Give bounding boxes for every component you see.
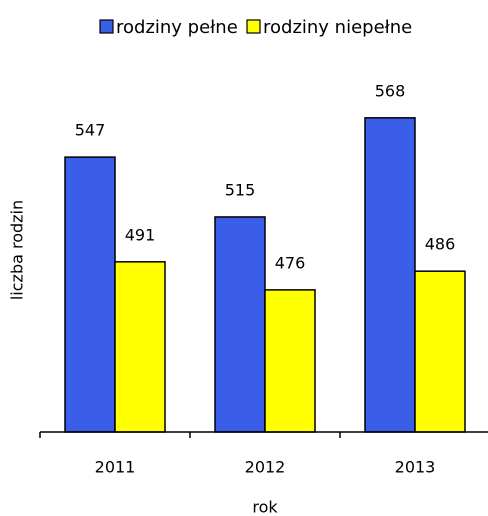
bar: [214, 216, 266, 433]
data-label: 515: [225, 180, 256, 199]
bar: [264, 289, 316, 433]
bar: [114, 261, 166, 433]
legend-label: rodziny niepełne: [263, 17, 412, 38]
bar: [364, 117, 416, 433]
x-tick-label: 2012: [245, 458, 286, 477]
x-tick-label: 2011: [95, 458, 136, 477]
x-axis-label: rok: [252, 498, 278, 516]
data-label: 476: [275, 253, 306, 272]
data-label: 491: [125, 225, 156, 244]
data-label: 547: [75, 121, 106, 140]
legend-label: rodziny pełne: [116, 17, 238, 38]
legend-swatch: [246, 19, 261, 34]
y-axis-label: liczba rodzin: [8, 200, 27, 300]
bar: [414, 270, 466, 433]
bar: [64, 156, 116, 433]
legend-swatch: [99, 19, 114, 34]
data-label: 568: [375, 81, 406, 100]
x-tick-label: 2013: [395, 458, 436, 477]
data-label: 486: [425, 235, 456, 254]
